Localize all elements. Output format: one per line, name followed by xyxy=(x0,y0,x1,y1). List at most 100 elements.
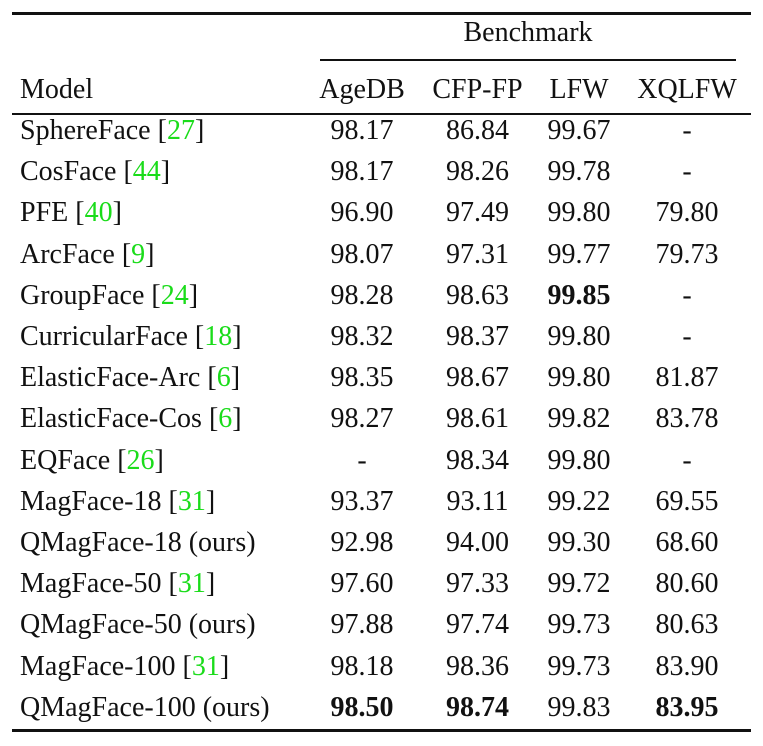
model-name-cell: EQFace [26] xyxy=(20,444,164,476)
value-cell-xqlfw: 79.80 xyxy=(655,197,719,229)
table-row: MagFace-18 [31] 93.37 93.11 99.22 69.55 xyxy=(0,481,763,522)
table-row: QMagFace-50 (ours) 97.88 97.74 99.73 80.63 xyxy=(0,604,763,645)
model-name-cell: MagFace-18 [31] xyxy=(20,485,216,517)
model-name: SphereFace xyxy=(20,115,151,146)
value-cell-xqlfw: 83.78 xyxy=(655,403,719,435)
top-rule xyxy=(12,12,751,15)
value-cell-cfp-fp: 98.26 xyxy=(446,156,509,188)
table-row: MagFace-50 [31] 97.60 97.33 99.72 80.60 xyxy=(0,563,763,604)
value-cell-lfw: 99.67 xyxy=(547,115,611,146)
value-cell-cfp-fp: 97.31 xyxy=(446,238,509,270)
table-row: ArcFace [9] 98.07 97.31 99.77 79.73 xyxy=(0,234,763,275)
table-row: QMagFace-18 (ours) 92.98 94.00 99.30 68.60 xyxy=(0,522,763,563)
citation-link[interactable]: 26 xyxy=(126,444,155,476)
value-cell-xqlfw: 69.55 xyxy=(655,485,719,517)
model-name: MagFace-18 xyxy=(20,485,162,517)
model-name-cell: CurricularFace [18] xyxy=(20,321,242,352)
value-cell-agedb: 98.17 xyxy=(330,115,394,146)
value-cell-agedb: 98.27 xyxy=(330,403,394,435)
citation-link[interactable]: 44 xyxy=(132,156,161,188)
value-cell-agedb: 97.60 xyxy=(330,568,394,600)
value-cell-lfw: 99.82 xyxy=(547,403,611,435)
value-cell-cfp-fp: 97.49 xyxy=(446,197,509,229)
model-name: MagFace-50 xyxy=(20,568,162,600)
value-cell-lfw: 99.30 xyxy=(547,527,611,558)
model-name-cell: MagFace-100 [31] xyxy=(20,650,230,682)
column-header-agedb: AgeDB xyxy=(319,74,405,105)
value-cell-xqlfw: 83.90 xyxy=(655,650,719,682)
table-row: CurricularFace [18] 98.32 98.37 99.80 - xyxy=(0,316,763,357)
model-name-cell: PFE [40] xyxy=(20,197,122,229)
value-cell-agedb: 96.90 xyxy=(330,197,394,229)
model-name-cell: QMagFace-18 (ours) xyxy=(20,522,256,563)
model-name: CosFace xyxy=(20,156,117,188)
citation-link[interactable]: 40 xyxy=(84,197,113,229)
citation-link[interactable]: 18 xyxy=(204,321,233,352)
value-cell-agedb: 97.88 xyxy=(330,609,394,641)
column-header-lfw: LFW xyxy=(549,74,609,105)
value-cell-agedb: - xyxy=(357,444,367,476)
value-cell-lfw: 99.22 xyxy=(547,485,611,517)
model-name-cell: GroupFace [24] xyxy=(20,279,199,311)
citation-link[interactable]: 31 xyxy=(177,485,206,517)
value-cell-xqlfw: 81.87 xyxy=(655,362,719,394)
table-row: ElasticFace-Arc [6] 98.35 98.67 99.80 81.87 xyxy=(0,357,763,398)
citation-link[interactable]: 9 xyxy=(131,238,146,270)
citation-link[interactable]: 27 xyxy=(166,115,195,146)
model-name: QMagFace-50 (ours) xyxy=(20,609,256,641)
citation-link[interactable]: 6 xyxy=(218,403,233,435)
value-cell-xqlfw: 79.73 xyxy=(655,238,719,270)
model-name: QMagFace-18 (ours) xyxy=(20,527,256,558)
value-cell-lfw: 99.80 xyxy=(547,321,611,352)
citation-link[interactable]: 24 xyxy=(160,279,189,311)
value-cell-agedb: 98.07 xyxy=(330,238,394,270)
value-cell-agedb: 98.32 xyxy=(330,321,394,352)
value-cell-lfw: 99.85 xyxy=(547,279,611,311)
value-cell-agedb: 98.28 xyxy=(330,279,394,311)
model-name-cell: CosFace [44] xyxy=(20,156,171,188)
value-cell-cfp-fp: 98.37 xyxy=(446,321,509,352)
table-row: SphereFace [27] 98.17 86.84 99.67 - xyxy=(0,110,763,151)
value-cell-xqlfw: 80.63 xyxy=(655,609,719,641)
table-row: QMagFace-100 (ours) 98.50 98.74 99.83 83.95 xyxy=(0,687,763,728)
value-cell-lfw: 99.72 xyxy=(547,568,611,600)
model-name: MagFace-100 xyxy=(20,650,176,682)
value-cell-cfp-fp: 86.84 xyxy=(446,115,509,146)
benchmark-group-header: Benchmark xyxy=(463,17,593,48)
model-name: GroupFace xyxy=(20,279,145,311)
table-row: GroupFace [24] 98.28 98.63 99.85 - xyxy=(0,275,763,316)
value-cell-xqlfw: 68.60 xyxy=(655,527,719,558)
model-name-cell: ArcFace [9] xyxy=(20,238,155,270)
model-column-header: Model xyxy=(20,74,94,105)
column-header-xqlfw: XQLFW xyxy=(637,74,737,105)
value-cell-lfw: 99.73 xyxy=(547,650,611,682)
value-cell-xqlfw: - xyxy=(682,321,692,352)
model-name: CurricularFace xyxy=(20,321,188,352)
model-name: ElasticFace-Cos xyxy=(20,403,202,435)
value-cell-lfw: 99.80 xyxy=(547,362,611,394)
value-cell-agedb: 92.98 xyxy=(330,527,394,558)
value-cell-xqlfw: 80.60 xyxy=(655,568,719,600)
model-name-cell: ElasticFace-Arc [6] xyxy=(20,362,241,394)
model-name-cell: QMagFace-50 (ours) xyxy=(20,604,256,645)
value-cell-cfp-fp: 94.00 xyxy=(446,527,509,558)
value-cell-xqlfw: - xyxy=(682,444,692,476)
citation-link[interactable]: 31 xyxy=(191,650,220,682)
model-name: ElasticFace-Arc xyxy=(20,362,201,394)
bottom-rule xyxy=(12,729,751,732)
benchmark-underline xyxy=(320,59,736,61)
citation-link[interactable]: 31 xyxy=(177,568,206,600)
table-row: CosFace [44] 98.17 98.26 99.78 - xyxy=(0,151,763,192)
column-header-cfp-fp: CFP-FP xyxy=(432,74,523,105)
citation-link[interactable]: 6 xyxy=(216,362,231,394)
value-cell-agedb: 98.18 xyxy=(330,650,394,682)
model-name: QMagFace-100 (ours) xyxy=(20,691,270,723)
value-cell-lfw: 99.77 xyxy=(547,238,611,270)
model-name-cell: MagFace-50 [31] xyxy=(20,568,216,600)
value-cell-agedb: 98.17 xyxy=(330,156,394,188)
value-cell-agedb: 98.50 xyxy=(330,691,394,723)
value-cell-cfp-fp: 98.74 xyxy=(446,691,509,723)
model-name-cell: ElasticFace-Cos [6] xyxy=(20,403,242,435)
value-cell-cfp-fp: 93.11 xyxy=(446,485,509,517)
table-row: PFE [40] 96.90 97.49 99.80 79.80 xyxy=(0,192,763,233)
